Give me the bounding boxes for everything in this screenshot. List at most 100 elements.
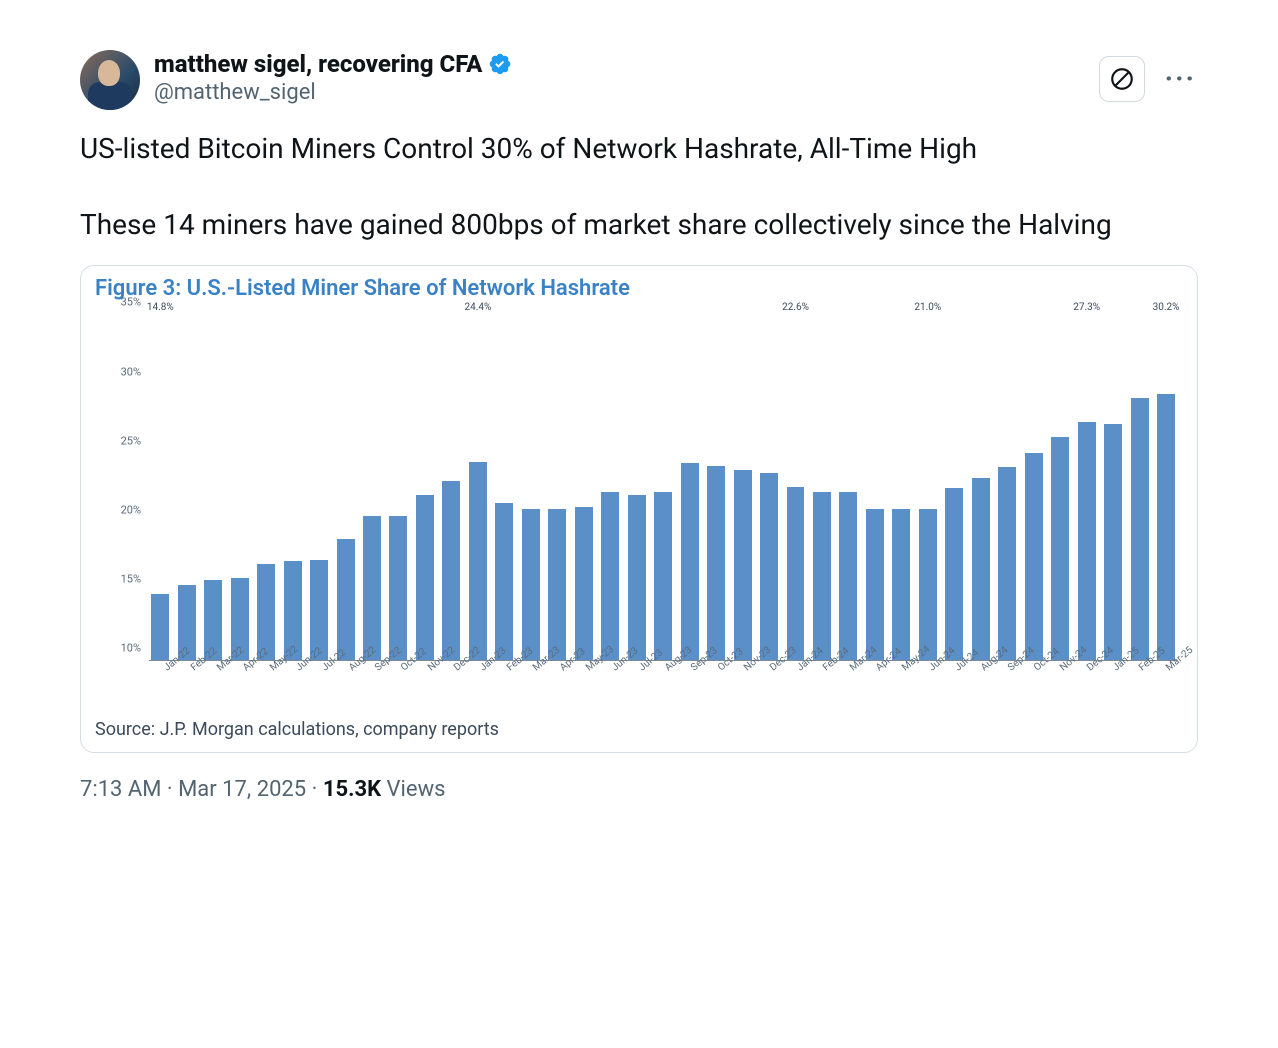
- chart-source: Source: J.P. Morgan calculations, compan…: [95, 719, 1183, 740]
- y-tick-label: 10%: [121, 642, 141, 655]
- bar: [972, 478, 990, 660]
- bar-slot: [1102, 315, 1124, 660]
- bar-slot: [255, 315, 277, 660]
- more-options-icon[interactable]: ···: [1163, 61, 1198, 97]
- bar-slot: [758, 315, 780, 660]
- bar: [601, 492, 619, 660]
- bar-slot: [228, 315, 250, 660]
- bar: [1078, 422, 1096, 661]
- bar: [628, 495, 646, 661]
- bar: [945, 488, 963, 661]
- bar-slot: 21.0%: [917, 315, 939, 660]
- bar-slot: 27.3%: [1075, 315, 1097, 660]
- y-tick-label: 25%: [121, 434, 141, 447]
- bar: [1157, 394, 1175, 660]
- bar: [734, 470, 752, 660]
- bar: [363, 516, 381, 661]
- chart-card: Figure 3: U.S.-Listed Miner Share of Net…: [80, 265, 1198, 753]
- bar-slot: [1049, 315, 1071, 660]
- bar-slot: 24.4%: [467, 315, 489, 660]
- bar: [1051, 437, 1069, 661]
- y-tick-label: 15%: [121, 573, 141, 586]
- bar-data-label: 27.3%: [1073, 302, 1100, 313]
- chart-area: 10%15%20%25%30%35% 14.8%24.4%22.6%21.0%2…: [95, 309, 1183, 709]
- y-axis: 10%15%20%25%30%35%: [95, 315, 149, 661]
- chart-title: Figure 3: U.S.-Listed Miner Share of Net…: [95, 276, 1183, 301]
- bar-slot: [811, 315, 833, 660]
- bar-slot: 22.6%: [784, 315, 806, 660]
- grok-button[interactable]: [1099, 56, 1145, 102]
- bar-slot: [996, 315, 1018, 660]
- bar: [998, 467, 1016, 660]
- bar: [522, 509, 540, 661]
- display-name[interactable]: matthew sigel, recovering CFA: [154, 50, 482, 78]
- bar-slot: 14.8%: [149, 315, 171, 660]
- bar: [892, 509, 910, 661]
- bar: [548, 509, 566, 661]
- bar: [389, 516, 407, 661]
- bar-slot: [361, 315, 383, 660]
- bar: [575, 507, 593, 660]
- bar-slot: [414, 315, 436, 660]
- tweet-timestamp[interactable]: 7:13 AM · Mar 17, 2025: [80, 777, 306, 802]
- bar: [310, 560, 328, 661]
- bar-slot: [625, 315, 647, 660]
- avatar[interactable]: [80, 50, 140, 110]
- bar: [469, 462, 487, 661]
- x-axis: Jan-22Feb-22Mar-22Apr-22May-22Jun-22Jul-…: [149, 661, 1177, 709]
- bar-slot: [334, 315, 356, 660]
- bar-slot: [281, 315, 303, 660]
- bar-slot: [1128, 315, 1150, 660]
- y-tick-label: 35%: [121, 296, 141, 309]
- bar: [707, 466, 725, 661]
- bar-data-label: 30.2%: [1153, 302, 1180, 313]
- bar-slot: [599, 315, 621, 660]
- views-label: Views: [387, 777, 446, 802]
- bar-slot: [890, 315, 912, 660]
- bar-slot: [175, 315, 197, 660]
- views-count: 15.3K: [323, 777, 381, 802]
- bar: [866, 509, 884, 661]
- bar-slot: [837, 315, 859, 660]
- bar-slot: 30.2%: [1155, 315, 1177, 660]
- bar-slot: [546, 315, 568, 660]
- bar: [495, 503, 513, 660]
- bar-slot: [520, 315, 542, 660]
- y-tick-label: 30%: [121, 365, 141, 378]
- bar: [839, 492, 857, 660]
- bar-slot: [678, 315, 700, 660]
- bar-slot: [202, 315, 224, 660]
- bar: [1104, 424, 1122, 660]
- bars-container: 14.8% 24.4% 22.6% 21.0% 27.3% 30.2%: [149, 315, 1177, 660]
- bar-slot: [387, 315, 409, 660]
- bar-slot: [493, 315, 515, 660]
- bar-slot: [652, 315, 674, 660]
- bar: [416, 495, 434, 661]
- bar-data-label: 14.8%: [147, 302, 174, 313]
- verified-badge-icon: [488, 52, 512, 76]
- tweet-card: matthew sigel, recovering CFA @matthew_s…: [40, 30, 1238, 822]
- user-handle[interactable]: @matthew_sigel: [154, 80, 1085, 105]
- bar-slot: [943, 315, 965, 660]
- bar: [1131, 398, 1149, 660]
- bar-slot: [573, 315, 595, 660]
- bar: [813, 492, 831, 660]
- bar-data-label: 24.4%: [464, 302, 491, 313]
- bar-slot: [1022, 315, 1044, 660]
- bar-slot: [705, 315, 727, 660]
- bar-data-label: 22.6%: [782, 302, 809, 313]
- bar: [1025, 453, 1043, 660]
- bar: [919, 509, 937, 661]
- bar: [760, 473, 778, 661]
- bar: [151, 594, 169, 660]
- bar-slot: [308, 315, 330, 660]
- bar: [337, 539, 355, 660]
- header-actions: ···: [1099, 56, 1198, 102]
- tweet-text: US-listed Bitcoin Miners Control 30% of …: [80, 130, 1198, 243]
- bar: [257, 564, 275, 661]
- name-block: matthew sigel, recovering CFA @matthew_s…: [154, 50, 1085, 105]
- bar-slot: [864, 315, 886, 660]
- bar: [681, 463, 699, 660]
- bar: [654, 492, 672, 660]
- bar-slot: [970, 315, 992, 660]
